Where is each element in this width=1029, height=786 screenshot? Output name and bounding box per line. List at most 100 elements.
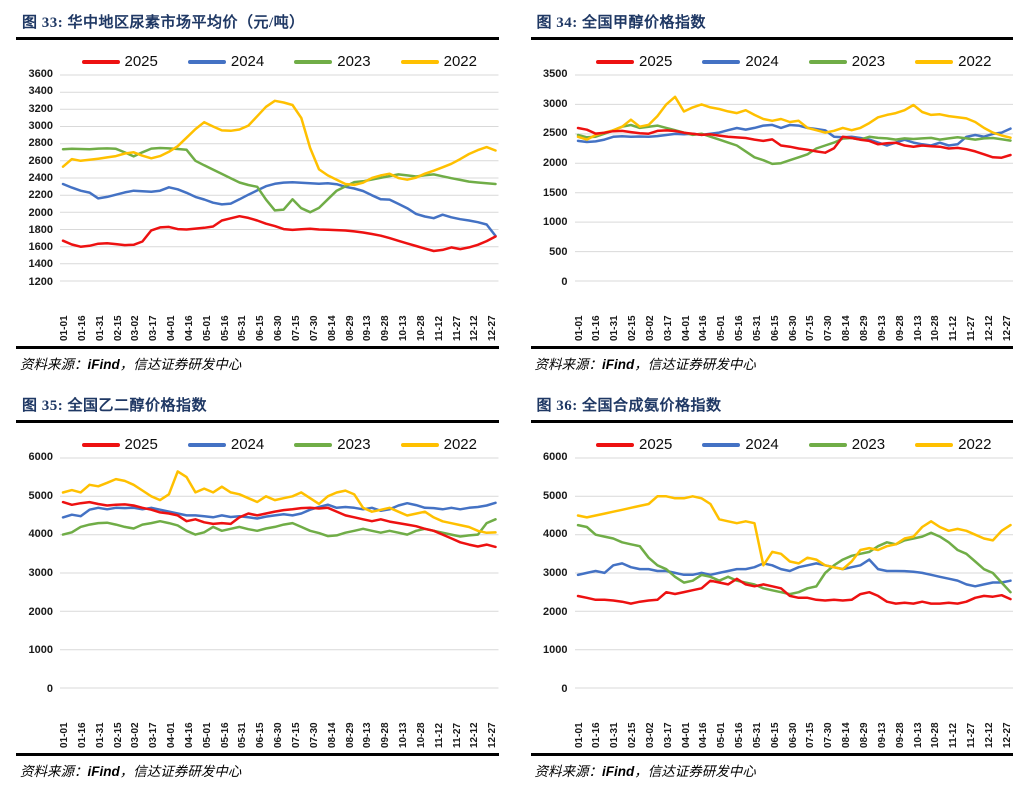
source-note: 资料来源：iFind，信达证券研发中心 <box>16 753 499 786</box>
legend-item-2024: 2024 <box>187 53 265 70</box>
legend-line-swatch <box>596 442 634 447</box>
legend-label: 2024 <box>745 436 779 453</box>
legend-line-swatch <box>81 442 120 447</box>
y-tick-label: 1400 <box>28 258 53 271</box>
x-tick-label: 07-30 <box>308 315 320 341</box>
x-tick-label: 06-30 <box>273 722 285 748</box>
x-tick-label: 10-28 <box>415 722 427 748</box>
x-tick-label: 01-01 <box>573 315 585 341</box>
chart-canvas <box>60 455 499 691</box>
legend-label: 2024 <box>230 53 265 70</box>
x-tick-label: 01-31 <box>94 315 106 341</box>
y-tick-label: 2500 <box>543 127 568 140</box>
x-tick-label: 05-31 <box>237 722 249 748</box>
chart-canvas <box>60 72 499 284</box>
y-tick-label: 4000 <box>543 528 568 541</box>
plot-area <box>575 72 1014 284</box>
series-line-2022 <box>577 496 1010 569</box>
series-line-2023 <box>577 125 1010 164</box>
series-line-2023 <box>577 525 1010 594</box>
series-line-2024 <box>577 125 1010 146</box>
panel-fig35: 图 35: 全国乙二醇价格指数 2025 2024 2023 2022 6000 500… <box>16 387 499 786</box>
legend-item-2023: 2023 <box>808 53 885 70</box>
y-tick-label: 3200 <box>28 102 53 115</box>
x-tick-label: 11-27 <box>451 315 463 341</box>
x-tick-label: 07-15 <box>805 722 817 748</box>
x-tick-label: 02-15 <box>112 722 124 748</box>
legend-label: 2022 <box>958 436 992 453</box>
legend-item-2025: 2025 <box>596 436 672 453</box>
x-tick-label: 01-31 <box>94 722 106 748</box>
x-tick-label: 10-13 <box>398 315 410 341</box>
y-axis-labels: 6000 5000 4000 3000 2000 1000 0 <box>531 451 575 695</box>
x-tick-label: 12-27 <box>487 315 499 341</box>
legend-label: 2024 <box>230 436 265 453</box>
x-tick-label: 11-27 <box>966 722 978 748</box>
legend-label: 2023 <box>851 436 886 453</box>
x-tick-label: 05-01 <box>716 315 728 341</box>
panel-fig33: 图 33: 华中地区尿素市场平均价（元/吨） 2025 2024 2023 2022 … <box>16 4 499 379</box>
x-tick-label: 03-02 <box>644 315 656 341</box>
x-tick-label: 04-01 <box>680 722 692 748</box>
legend-label: 2025 <box>124 436 158 453</box>
x-tick-label: 09-28 <box>380 315 392 341</box>
legend-line-swatch <box>400 59 439 64</box>
legend-item-2022: 2022 <box>915 436 992 453</box>
legend-line-swatch <box>187 59 226 64</box>
x-tick-label: 09-28 <box>380 722 392 748</box>
series-line-2025 <box>63 502 496 547</box>
source-suffix: ，信达证券研发中心 <box>634 764 756 779</box>
legend-item-2023: 2023 <box>808 436 886 453</box>
x-tick-label: 04-16 <box>698 722 710 748</box>
x-tick-label: 05-16 <box>219 722 231 748</box>
x-tick-label: 10-28 <box>930 722 942 748</box>
y-tick-label: 5000 <box>28 489 53 502</box>
x-tick-label: 01-01 <box>59 315 70 341</box>
x-tick-label: 08-29 <box>344 315 356 341</box>
x-tick-label: 01-16 <box>591 315 603 341</box>
x-tick-label: 06-15 <box>255 315 267 341</box>
legend-line-swatch <box>702 59 741 64</box>
x-tick-label: 12-12 <box>469 315 481 341</box>
x-tick-label: 06-30 <box>273 315 285 341</box>
x-tick-label: 03-17 <box>662 315 674 341</box>
x-tick-label: 01-16 <box>591 722 603 748</box>
x-tick-label: 11-12 <box>948 722 960 748</box>
y-tick-label: 2000 <box>28 605 53 618</box>
x-tick-label: 03-17 <box>148 315 160 341</box>
x-tick-label: 12-27 <box>1001 315 1013 341</box>
x-axis-labels: 01-01 01-16 01-31 02-15 03-02 03-17 04-01 04-16… <box>574 694 1014 748</box>
chart-canvas <box>575 72 1014 284</box>
legend-item-2025: 2025 <box>81 436 158 453</box>
legend: 2025 2024 2023 2022 <box>60 53 499 70</box>
x-tick-label: 04-01 <box>166 722 178 748</box>
legend-line-swatch <box>187 442 226 447</box>
source-brand: iFind <box>602 764 635 779</box>
x-tick-label: 07-15 <box>805 315 817 341</box>
x-tick-label: 06-15 <box>769 722 781 748</box>
legend-label: 2024 <box>745 53 779 70</box>
x-tick-label: 02-15 <box>112 315 124 341</box>
legend-item-2025: 2025 <box>81 53 158 70</box>
legend-item-2023: 2023 <box>294 436 371 453</box>
x-tick-label: 09-28 <box>894 315 906 341</box>
x-tick-label: 06-30 <box>787 315 799 341</box>
source-prefix: 资料来源： <box>534 357 603 372</box>
x-tick-label: 04-16 <box>698 315 710 341</box>
legend-label: 2023 <box>337 436 371 453</box>
x-tick-label: 12-12 <box>983 722 995 748</box>
x-tick-label: 02-15 <box>627 722 639 748</box>
x-tick-label: 02-15 <box>627 315 639 341</box>
x-tick-label: 07-30 <box>823 315 835 341</box>
y-tick-label: 1000 <box>543 216 568 229</box>
y-tick-label: 2600 <box>28 154 53 167</box>
x-tick-label: 07-15 <box>290 315 302 341</box>
x-tick-label: 05-01 <box>716 722 728 748</box>
x-tick-label: 01-31 <box>609 315 621 341</box>
series-line-2024 <box>577 560 1010 587</box>
x-tick-label: 03-17 <box>148 722 160 748</box>
legend-item-2023: 2023 <box>294 53 371 70</box>
legend-item-2024: 2024 <box>187 436 265 453</box>
series-line-2025 <box>63 216 496 251</box>
series-line-2022 <box>63 101 496 185</box>
